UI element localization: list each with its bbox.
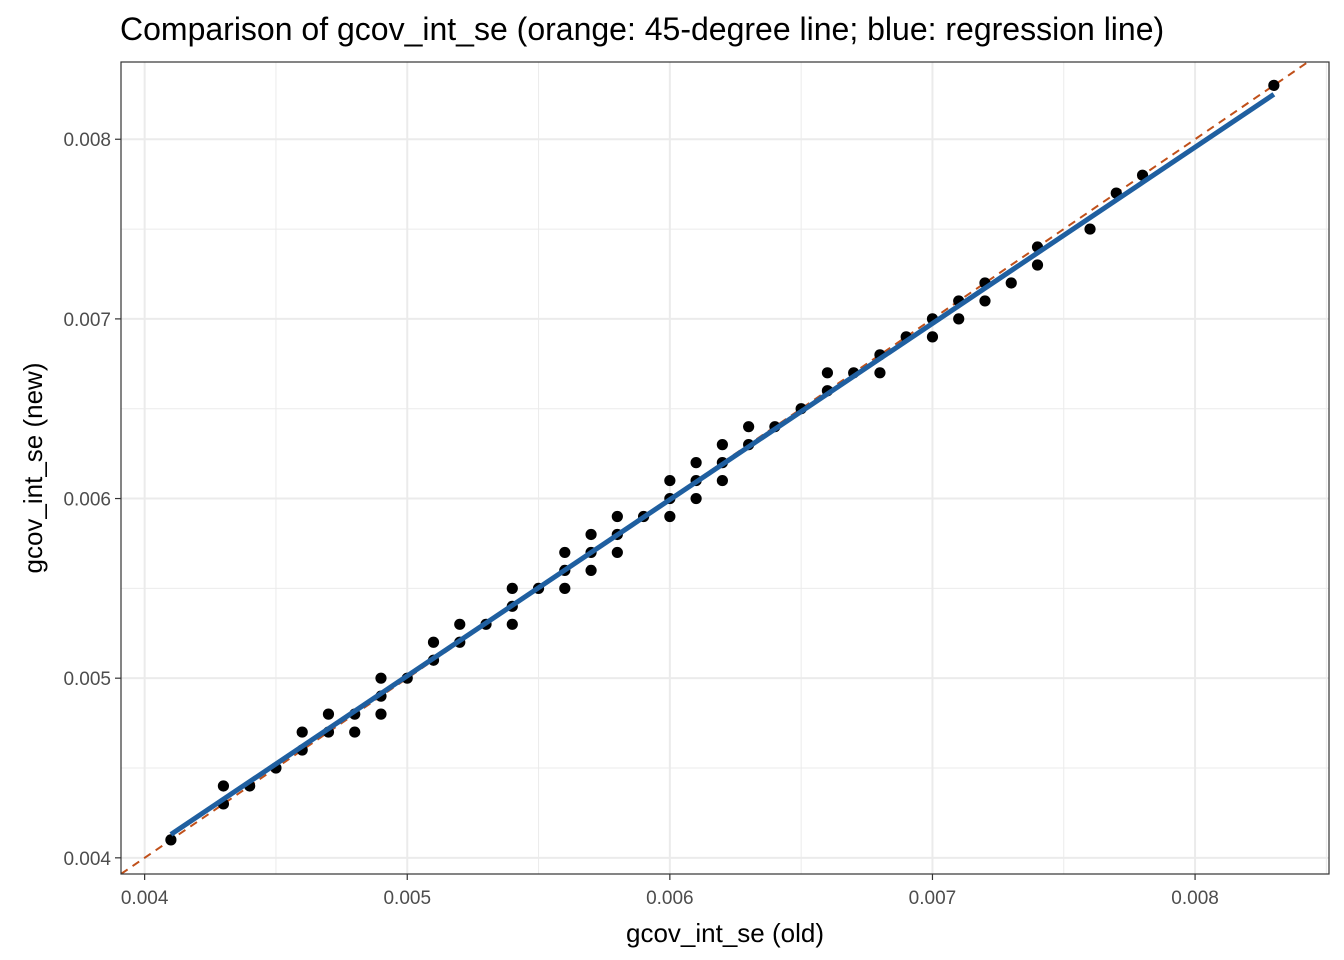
- x-axis-title: gcov_int_se (old): [626, 918, 824, 948]
- data-point: [585, 528, 597, 541]
- data-point: [690, 457, 702, 469]
- data-point: [559, 582, 571, 594]
- y-tick-label: 0.008: [63, 130, 111, 151]
- data-point: [427, 636, 440, 648]
- y-axis-title: gcov_int_se (new): [18, 363, 48, 574]
- x-tick-label: 0.006: [646, 888, 694, 909]
- data-point: [506, 618, 518, 630]
- data-point: [585, 564, 597, 576]
- panel-border: [120, 61, 1330, 875]
- data-point: [349, 726, 361, 738]
- data-point: [611, 546, 623, 559]
- y-tick-label: 0.005: [63, 669, 111, 690]
- x-tick-label: 0.008: [1171, 888, 1219, 909]
- data-point: [375, 672, 387, 684]
- data-point: [296, 726, 308, 738]
- data-layer: [121, 62, 1310, 874]
- x-tick-label: 0.004: [121, 888, 169, 909]
- data-point: [506, 582, 518, 594]
- data-point: [664, 510, 676, 523]
- data-point: [716, 439, 728, 451]
- x-tick-label: 0.005: [383, 888, 431, 909]
- data-point: [664, 474, 676, 487]
- data-point: [165, 834, 177, 846]
- data-point: [821, 367, 834, 379]
- y-tick-label: 0.004: [63, 849, 111, 870]
- data-point: [322, 708, 335, 720]
- data-point: [690, 492, 702, 505]
- data-point: [716, 474, 728, 487]
- data-point: [559, 546, 571, 559]
- data-point: [375, 708, 387, 720]
- data-point: [743, 421, 755, 433]
- y-tick-label: 0.007: [63, 310, 111, 331]
- regression-line: [169, 92, 1276, 837]
- x-tick-label: 0.007: [909, 888, 957, 909]
- data-point: [979, 295, 991, 307]
- y-tick-label: 0.006: [63, 490, 111, 511]
- data-point: [611, 510, 623, 523]
- data-point: [874, 367, 886, 379]
- data-point: [1031, 259, 1044, 271]
- data-point: [1084, 223, 1096, 235]
- axis-layer: 0.004 0.005 0.006 0.007 0.008 0.004 0.005 0.006…: [63, 130, 1218, 909]
- chart-title: Comparison of gcov_int_se (orange: 45-de…: [120, 11, 1164, 47]
- grid-layer: [121, 62, 1329, 874]
- data-point: [953, 313, 965, 325]
- data-point: [1268, 79, 1280, 91]
- data-point: [217, 780, 230, 792]
- data-point: [1005, 277, 1017, 289]
- data-point: [454, 618, 466, 630]
- data-point: [926, 331, 939, 343]
